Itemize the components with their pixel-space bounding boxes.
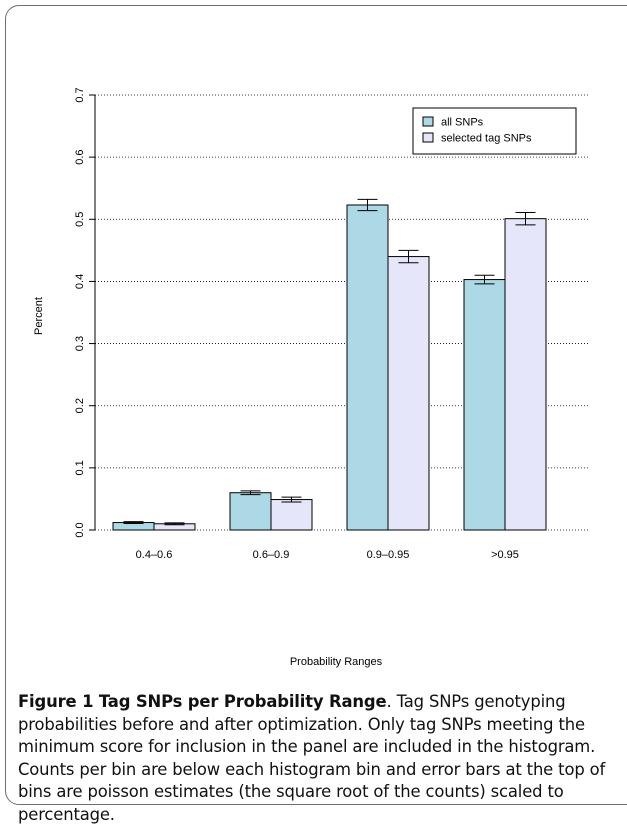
x-tick-label: 0.6–0.9 [253,549,290,561]
y-tick-label: 0.5 [74,212,86,227]
y-tick-label: 0.3 [74,336,86,351]
bar [346,204,389,531]
caption-label: Figure 1 Tag SNPs per Probability Range [18,692,387,711]
bar-chart: 0.00.10.20.30.40.50.60.7 0.4–0.6 0.6–0.9 0… [33,87,588,668]
bar [463,279,506,531]
bar [504,218,547,531]
caption-text: . Tag SNPs genotyping probabilities befo… [18,692,606,824]
x-axis-label: Probability Ranges [290,656,383,668]
legend-label: all SNPs [441,117,484,129]
y-tick-label: 0.1 [74,460,86,475]
bar [229,492,272,531]
grid-lines [95,94,588,531]
y-axis: 0.0 0.1 0.2 0.3 0.4 0.5 0.6 0.7 [74,87,96,538]
figure-caption: Figure 1 Tag SNPs per Probability Range.… [18,691,618,826]
error-bars [123,198,536,526]
y-axis-label: Percent [33,297,45,335]
legend-swatch [422,132,434,143]
x-tick-label: 0.9–0.95 [367,549,410,561]
y-tick-label: 0.0 [74,522,86,537]
x-tick-labels: 0.4–0.6 0.6–0.9 0.9–0.95 >0.95 [136,549,519,561]
y-tick-label: 0.2 [74,398,86,413]
legend-swatch [422,116,434,127]
bar [270,499,313,531]
legend-box [412,107,577,155]
y-tick-label: 0.6 [74,149,86,164]
legend-label: selected tag SNPs [441,133,532,145]
x-tick-label: 0.4–0.6 [136,549,173,561]
legend: all SNPs selected tag SNPs [412,107,577,155]
x-tick-label: >0.95 [491,549,519,561]
bar [387,256,430,531]
bars [112,204,547,531]
y-tick-label: 0.7 [74,87,86,102]
y-tick-label: 0.4 [74,274,86,289]
